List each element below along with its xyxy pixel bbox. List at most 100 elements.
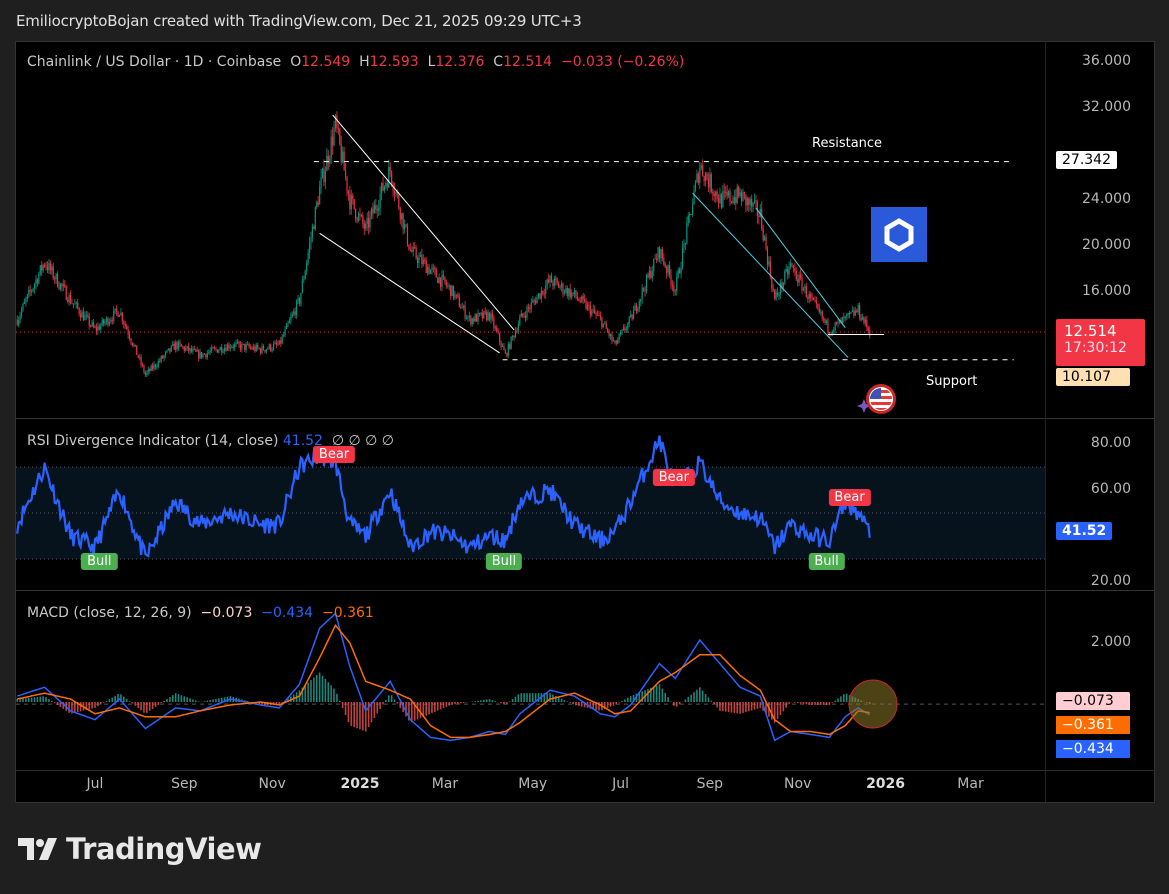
candle [100,325,102,330]
macd-histogram-bar [745,702,747,713]
rsi-title[interactable]: RSI Divergence Indicator (14, close) [27,433,279,449]
macd-histogram-bar [51,701,53,702]
macd-histogram-bar [678,702,681,705]
candle [558,282,560,288]
candle [136,345,138,355]
candle [438,277,440,283]
pane-divider[interactable] [16,418,1154,419]
pane-divider[interactable] [16,590,1154,591]
candle [487,312,489,320]
candle [130,338,132,343]
candle [628,316,630,324]
macd-histogram-bar [439,702,442,710]
macd-histogram-bar [627,697,629,702]
macd-histogram-bar [756,702,759,709]
macd-highlight-circle [848,679,898,729]
macd-title[interactable]: MACD (close, 12, 26, 9) [27,605,192,621]
macd-histogram-bar [485,699,488,702]
candle [103,319,105,324]
candle [507,343,509,356]
time-tick: Jul [612,776,630,792]
candle [349,193,351,210]
candle [486,311,488,320]
candle [56,273,59,287]
candle [738,186,740,197]
chart-frame[interactable] [15,41,1155,803]
macd-histogram-bar [85,702,88,710]
macd-histogram-bar [413,702,416,721]
candle [798,274,800,283]
macd-histogram-bar [399,702,402,708]
support-label: Support [926,374,978,389]
candle [529,308,531,310]
candle [690,213,692,215]
candle [395,191,397,194]
candle [789,263,792,268]
macd-histogram-bar [261,702,263,705]
candle [368,218,370,228]
macd-histogram-bar [146,702,148,713]
candle [49,263,51,271]
candle [36,279,38,284]
candle [726,192,728,196]
candle [293,311,295,315]
candle [190,348,193,352]
candle [62,284,64,287]
candle [607,328,609,332]
candle [717,198,720,204]
macd-histogram-bar [794,702,796,703]
candle [226,344,229,351]
macd-histogram-bar [684,699,687,702]
candle [802,288,805,291]
macd-histogram-bar [379,702,381,709]
candle [152,365,154,369]
candle [71,303,73,305]
candle [452,285,455,298]
tradingview-logo[interactable]: TradingView [18,832,262,866]
candle [614,340,616,342]
macd-histogram-bar [747,702,750,712]
tradingview-wordmark: TradingView [66,832,262,866]
candle [854,310,856,316]
price-axis-divider [1045,42,1046,802]
candle [222,351,224,353]
macd-histogram-bar [353,702,355,728]
candle [59,283,62,289]
macd-histogram-bar [491,700,494,702]
macd-histogram-bar [799,702,802,704]
macd-histogram-bar [598,702,600,711]
candle [775,292,777,299]
candle [762,228,764,241]
macd-histogram-bar [661,688,664,702]
us-flag-event-marker[interactable] [855,382,899,416]
macd-histogram-bar [336,693,338,702]
macd-histogram-bar [36,696,39,702]
macd-histogram-bar [477,700,479,702]
macd-histogram-bar [416,702,419,720]
candle [562,283,564,294]
candle [350,195,352,210]
macd-histogram-bar [350,702,353,727]
candle [491,313,494,318]
candle [812,297,815,300]
candle [556,279,558,283]
candle [867,327,869,331]
candle [264,350,266,352]
candle [199,352,201,359]
candle [589,305,591,316]
macd-histogram-bar [511,699,514,702]
candle [258,348,260,350]
candle [512,336,514,338]
candle [58,286,60,289]
macd-histogram-bar [33,697,36,702]
macd-histogram-bar [111,697,114,702]
candle [471,318,473,325]
symbol-title[interactable]: Chainlink / US Dollar · 1D · Coinbase [27,54,282,70]
macd-histogram-bar [546,693,548,702]
macd-histogram-bar [123,696,125,702]
candle [841,317,843,324]
candle [147,369,149,373]
macd-histogram-bar [91,702,93,709]
candle [632,310,635,320]
